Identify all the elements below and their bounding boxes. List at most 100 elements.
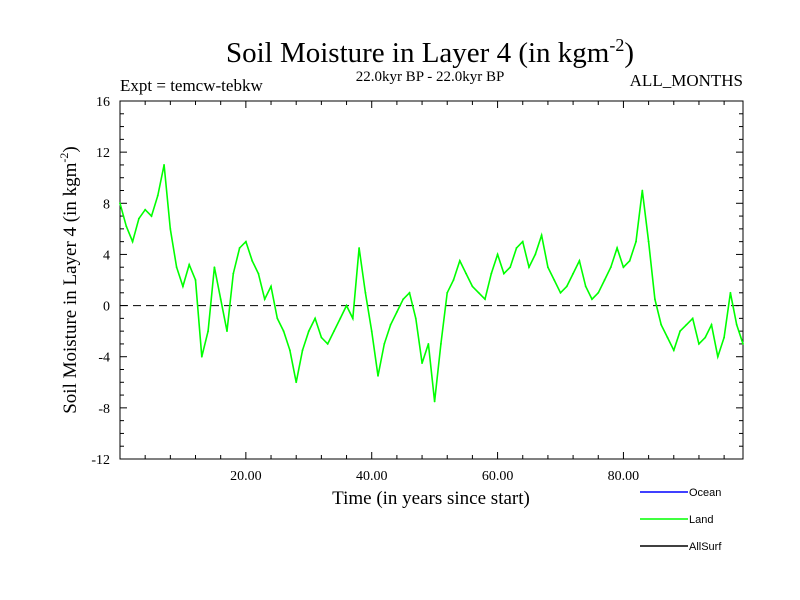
data-point <box>509 266 512 269</box>
data-point <box>679 330 681 333</box>
data-point <box>137 217 140 220</box>
data-point <box>169 227 172 230</box>
legend-label: AllSurf <box>689 541 722 553</box>
y-tick-label: 4 <box>103 248 110 263</box>
data-point <box>540 234 543 237</box>
data-point <box>238 247 241 249</box>
data-point <box>704 336 707 339</box>
data-point <box>251 259 254 262</box>
data-point <box>339 317 342 320</box>
x-tick-label: 80.00 <box>608 469 640 484</box>
data-point <box>484 298 486 301</box>
data-point <box>427 343 430 345</box>
data-point <box>716 355 719 358</box>
data-point <box>502 272 505 275</box>
x-tick-label: 20.00 <box>230 469 262 484</box>
data-point <box>163 164 165 166</box>
data-point <box>125 225 128 228</box>
data-point <box>628 259 631 262</box>
experiment-label: Expt = temcw-tebkw <box>120 76 263 95</box>
data-point <box>175 266 178 269</box>
x-axis-label: Time (in years since start) <box>332 488 530 509</box>
chart-title: Soil Moisture in Layer 4 (in kgm-2) <box>226 35 634 69</box>
data-point <box>691 317 694 320</box>
data-point <box>672 349 675 352</box>
x-ticks: 20.00 40.00 60.00 80.00 <box>119 101 725 484</box>
data-point <box>458 259 461 262</box>
y-tick-label: -12 <box>91 453 110 468</box>
data-point <box>276 317 279 320</box>
data-point <box>534 253 537 256</box>
data-point <box>584 285 587 288</box>
y-ticks: -12 -8 -4 0 4 8 12 16 <box>91 95 743 468</box>
data-point <box>723 336 726 339</box>
data-point <box>402 298 405 301</box>
data-point <box>496 253 499 256</box>
data-point <box>270 285 272 288</box>
legend-label: Ocean <box>689 487 721 499</box>
data-point <box>572 272 574 275</box>
data-point <box>578 259 581 262</box>
data-point <box>609 266 612 269</box>
data-point <box>433 400 436 403</box>
data-point <box>553 279 556 281</box>
data-point <box>477 291 480 294</box>
x-tick-label: 40.00 <box>356 469 388 484</box>
data-point <box>257 272 260 275</box>
data-point <box>710 323 713 326</box>
data-point <box>131 240 134 243</box>
data-point <box>289 349 291 352</box>
y-axis-label: Soil Moisture in Layer 4 (in kgm-2) <box>57 146 81 414</box>
data-point <box>345 304 348 307</box>
data-point <box>408 291 411 294</box>
data-point <box>660 323 663 326</box>
data-point <box>622 266 625 269</box>
data-point <box>320 336 323 339</box>
data-point <box>490 272 493 275</box>
data-point <box>219 298 222 301</box>
data-point <box>263 298 266 301</box>
data-point <box>603 279 606 281</box>
data-point <box>370 330 373 333</box>
data-point <box>326 343 329 345</box>
data-point <box>742 343 744 345</box>
data-point <box>213 266 216 269</box>
period-label: 22.0kyr BP - 22.0kyr BP <box>356 69 505 85</box>
data-point <box>446 291 449 294</box>
data-point <box>188 263 191 266</box>
data-point <box>591 298 593 301</box>
data-point <box>597 291 600 294</box>
data-point <box>119 202 121 205</box>
data-point <box>666 336 669 339</box>
data-point <box>295 381 298 384</box>
data-point <box>616 247 619 249</box>
data-point <box>301 349 304 352</box>
x-tick-label: 60.00 <box>482 469 514 484</box>
data-point <box>207 330 210 333</box>
series-points <box>119 164 744 403</box>
data-point <box>351 317 354 320</box>
data-point <box>647 240 650 243</box>
data-point <box>635 240 637 243</box>
data-point <box>282 330 285 333</box>
data-point <box>395 311 398 313</box>
data-point <box>156 194 159 197</box>
data-point <box>358 247 361 249</box>
data-point <box>698 343 700 345</box>
data-point <box>521 240 524 243</box>
y-tick-label: 12 <box>96 146 110 161</box>
data-point <box>452 279 455 281</box>
data-point <box>144 208 147 211</box>
data-point <box>182 285 184 288</box>
data-point <box>421 362 423 365</box>
y-tick-label: -8 <box>98 402 110 417</box>
data-point <box>465 272 468 275</box>
data-point <box>150 215 153 217</box>
series-line-land <box>119 164 744 402</box>
data-point <box>440 343 442 345</box>
data-point <box>244 240 247 243</box>
data-point <box>364 291 367 294</box>
data-point <box>414 317 417 320</box>
data-point <box>389 323 392 326</box>
